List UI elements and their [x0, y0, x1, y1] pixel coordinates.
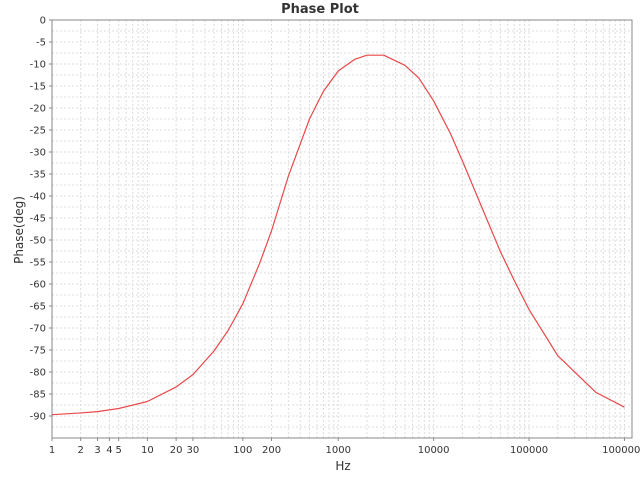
- y-tick-label: -30: [30, 148, 46, 159]
- x-tick-label: 1000000: [602, 445, 640, 456]
- y-tick-label: 0: [40, 16, 46, 27]
- y-tick-label: -5: [36, 38, 46, 49]
- x-tick-label: 4: [106, 445, 112, 456]
- x-tick-label: 30: [187, 445, 200, 456]
- x-tick-label: 3: [94, 445, 100, 456]
- x-tick-label: 10: [141, 445, 154, 456]
- y-tick-label: -10: [30, 60, 46, 71]
- y-tick-label: -70: [30, 324, 46, 335]
- x-tick-label: 2: [78, 445, 84, 456]
- x-tick-label: 10000: [418, 445, 450, 456]
- x-tick-label: 100: [233, 445, 252, 456]
- y-tick-label: -55: [30, 258, 46, 269]
- x-tick-label: 1: [49, 445, 55, 456]
- x-tick-label: 5: [115, 445, 121, 456]
- y-tick-label: -45: [30, 214, 46, 225]
- phase-series-line: [51, 54, 625, 416]
- y-tick-label: -50: [30, 236, 46, 247]
- x-tick-label: 200: [262, 445, 281, 456]
- y-tick-label: -60: [30, 280, 46, 291]
- grid-lines: [51, 19, 632, 439]
- y-tick-label: -25: [30, 126, 46, 137]
- plot-area: [51, 19, 633, 439]
- x-tick-label: 1000: [325, 445, 350, 456]
- y-tick-label: -20: [30, 104, 46, 115]
- x-tick-label: 20: [170, 445, 183, 456]
- y-tick-label: -15: [30, 82, 46, 93]
- x-tick-label: 100000: [510, 445, 548, 456]
- x-axis-label: Hz: [335, 459, 350, 473]
- y-axis-label: Phase(deg): [12, 196, 26, 264]
- y-tick-label: -75: [30, 346, 46, 357]
- y-tick-label: -90: [30, 412, 46, 423]
- y-tick-label: -35: [30, 170, 46, 181]
- y-tick-label: -65: [30, 302, 46, 313]
- y-tick-label: -80: [30, 368, 46, 379]
- y-tick-label: -40: [30, 192, 46, 203]
- y-tick-label: -85: [30, 390, 46, 401]
- series-layer: [51, 54, 625, 416]
- y-axis-ticks: 0 -5 -10 -15 -20 -25 -30 -35 -40 -45 -50 -55 -60 -65 -…: [30, 16, 52, 423]
- chart-title: Phase Plot: [281, 2, 359, 17]
